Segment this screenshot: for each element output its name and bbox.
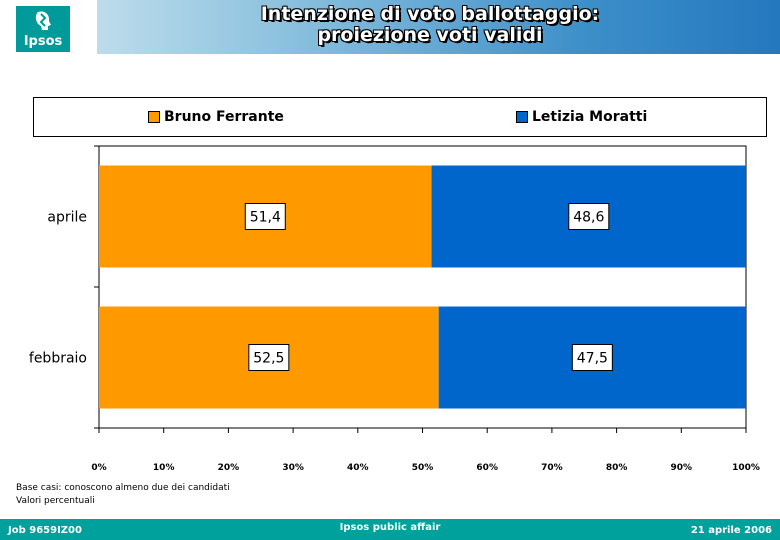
legend-item-ferrante: Bruno Ferrante: [148, 109, 284, 125]
legend-label-moratti: Letizia Moratti: [532, 109, 648, 125]
footer-brand: Ipsos public affair: [339, 522, 441, 533]
x-tick-label-3: 30%: [282, 463, 304, 473]
note-base: Base casi: conoscono almeno due dei cand…: [16, 483, 230, 493]
data-label-aprile-0: 51,4: [250, 210, 281, 226]
x-tick-label-4: 40%: [347, 463, 369, 473]
data-label-box-aprile-1: [568, 203, 610, 230]
title-line-1: Intenzione di voto ballottaggio:: [260, 3, 600, 25]
footer-date: 21 aprile 2006: [690, 525, 772, 536]
x-tick-label-10: 100%: [732, 463, 760, 473]
data-label-box-febbraio-0: [248, 344, 290, 371]
x-tick-label-2: 20%: [218, 463, 240, 473]
category-label-aprile: aprile: [47, 210, 87, 226]
data-label-box-aprile-0: [244, 203, 286, 230]
ipsos-logo-box: Ipsos: [16, 6, 70, 52]
header-band: [0, 0, 780, 54]
x-tick-label-9: 90%: [671, 463, 693, 473]
data-label-febbraio-0: 52,5: [253, 351, 284, 367]
chart-legend: Bruno Ferrante Letizia Moratti: [33, 97, 767, 137]
x-tick-label-5: 50%: [412, 463, 434, 473]
note-values: Valori percentuali: [16, 496, 95, 506]
category-label-febbraio: febbraio: [29, 351, 87, 367]
logo-text: Ipsos: [23, 34, 63, 49]
legend-swatch-moratti: [516, 111, 528, 123]
title-line-2: proiezione voti validi: [317, 24, 543, 46]
legend-item-moratti: Letizia Moratti: [516, 109, 647, 125]
ipsos-head-icon: [35, 11, 51, 30]
chart-notes: Base casi: conoscono almeno due dei cand…: [16, 482, 230, 508]
legend-label-ferrante: Bruno Ferrante: [164, 109, 284, 125]
x-tick-label-8: 80%: [606, 463, 628, 473]
legend-swatch-ferrante: [148, 111, 160, 123]
x-tick-label-1: 10%: [153, 463, 175, 473]
footer-bar: Job 9659IZ00 Ipsos public affair 21 apri…: [0, 519, 780, 540]
x-tick-label-0: 0%: [91, 463, 106, 473]
footer-job-code: Job 9659IZ00: [8, 525, 82, 536]
data-label-febbraio-1: 47,5: [577, 351, 608, 367]
page-title: Intenzione di voto ballottaggio: proiezi…: [140, 4, 720, 46]
data-label-aprile-1: 48,6: [573, 210, 604, 226]
x-tick-label-7: 70%: [541, 463, 563, 473]
x-tick-label-6: 60%: [476, 463, 498, 473]
header-divider: [92, 0, 97, 54]
logo: Ipsos: [0, 0, 92, 54]
data-label-box-febbraio-1: [571, 344, 613, 371]
